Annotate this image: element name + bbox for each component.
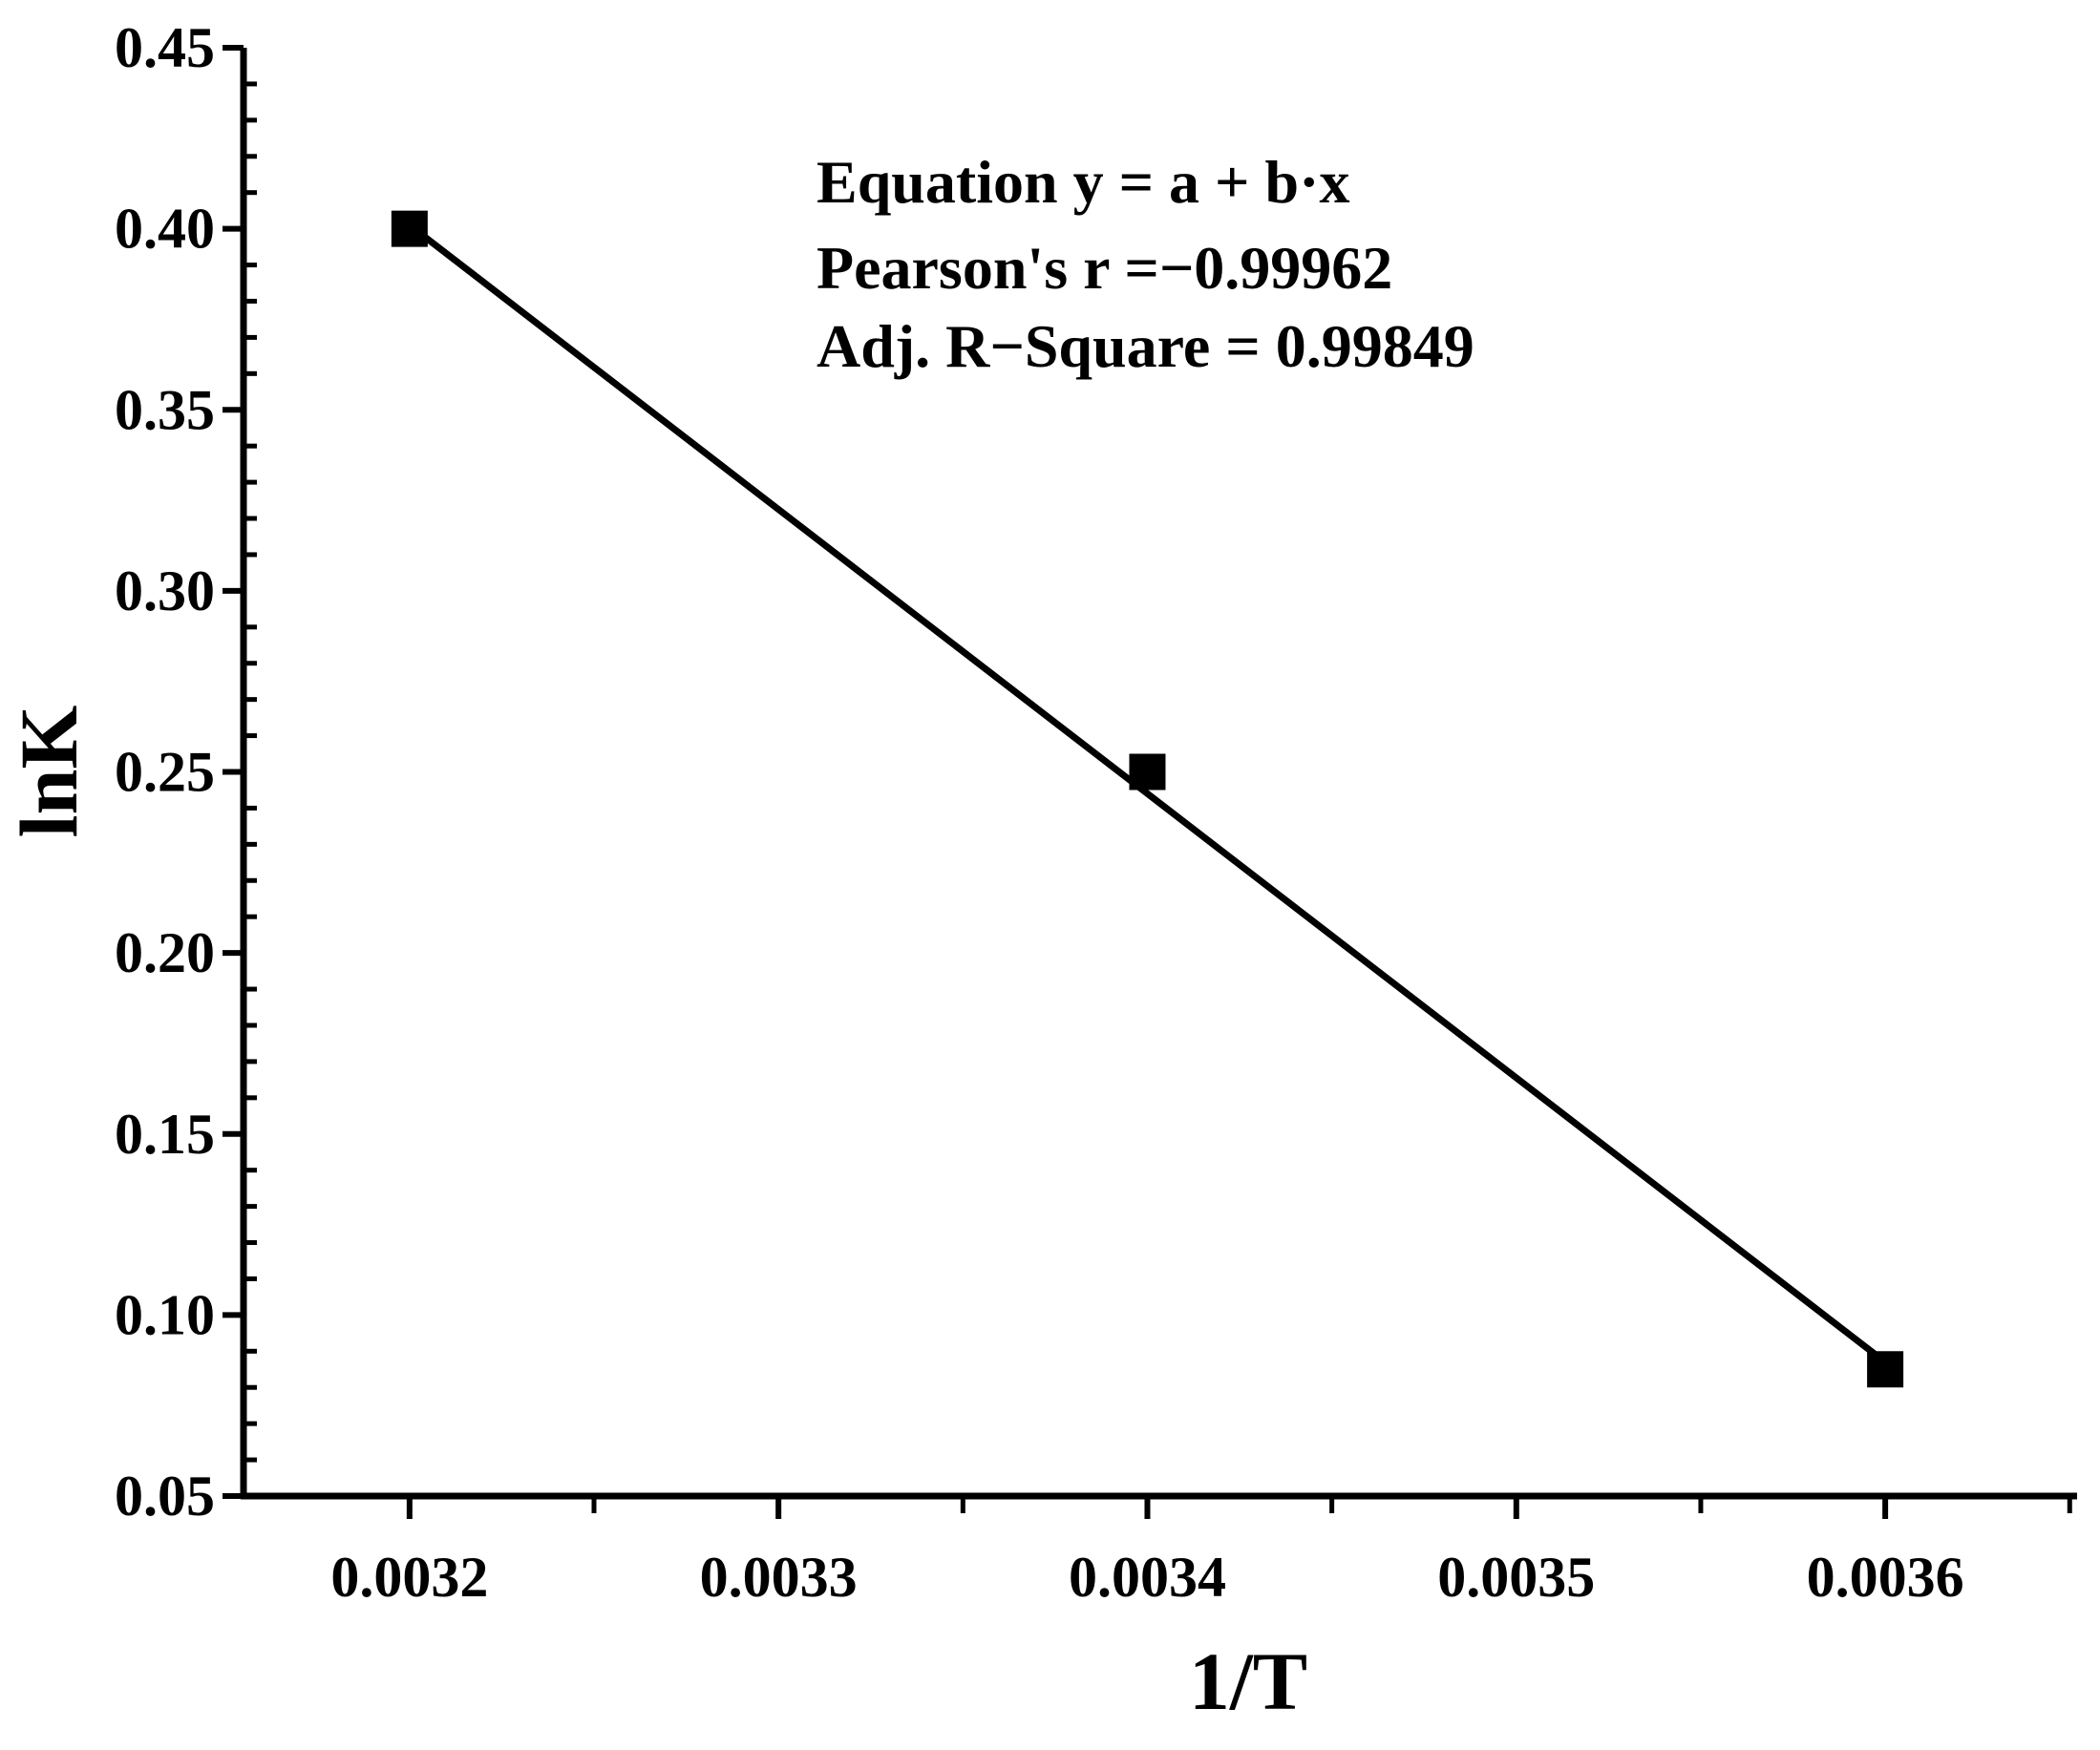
y-tick-label: 0.10 bbox=[115, 1283, 215, 1346]
x-tick-label: 0.0035 bbox=[1437, 1546, 1595, 1609]
data-point bbox=[391, 210, 428, 247]
fit-line-group bbox=[407, 222, 1888, 1365]
fit-annotation: Equation y = a + b·x Pearson's r =−0.999… bbox=[817, 148, 1474, 380]
y-tick-label: 0.30 bbox=[115, 559, 215, 622]
y-tick-label: 0.40 bbox=[115, 198, 215, 261]
y-tick-label: 0.35 bbox=[115, 378, 215, 441]
fit-line bbox=[407, 222, 1888, 1365]
annotation-pearson-r: Pearson's r =−0.99962 bbox=[817, 234, 1392, 302]
y-tick-label: 0.20 bbox=[115, 921, 215, 984]
x-tick-label: 0.0033 bbox=[700, 1546, 858, 1609]
y-tick-label: 0.15 bbox=[115, 1103, 215, 1166]
x-tick-label: 0.0032 bbox=[330, 1546, 488, 1609]
ticks: 0.05 0.10 0.15 0.20 0.25 0.30 0.35 0.40 0.45 0.00… bbox=[115, 16, 2072, 1609]
x-tick-label: 0.0036 bbox=[1807, 1546, 1964, 1609]
y-axis-title: lnK bbox=[3, 706, 95, 838]
data-point bbox=[1129, 753, 1166, 791]
y-tick-label: 0.05 bbox=[115, 1465, 215, 1528]
annotation-equation: Equation y = a + b·x bbox=[817, 148, 1349, 216]
x-tick-label: 0.0034 bbox=[1069, 1546, 1226, 1609]
y-tick-label: 0.45 bbox=[115, 16, 215, 79]
annotation-adj-r-square: Adj. R−Square = 0.99849 bbox=[817, 312, 1474, 380]
y-tick-label: 0.25 bbox=[115, 741, 215, 804]
data-points bbox=[391, 210, 1904, 1388]
x-axis-title: 1/T bbox=[1189, 1635, 1307, 1727]
data-point bbox=[1867, 1351, 1904, 1388]
